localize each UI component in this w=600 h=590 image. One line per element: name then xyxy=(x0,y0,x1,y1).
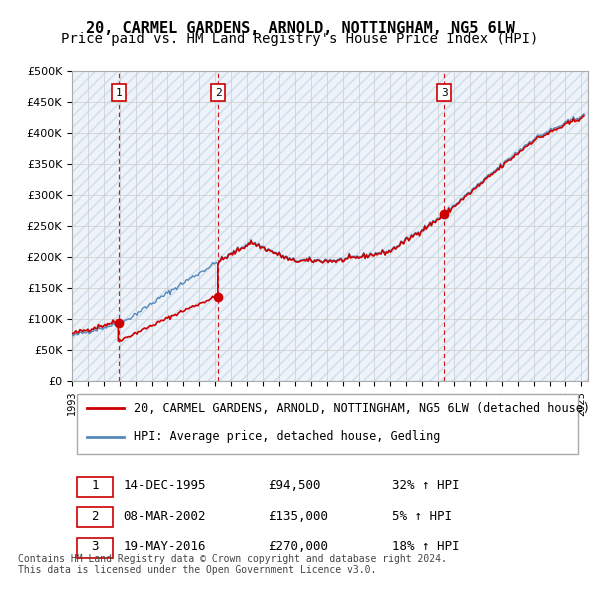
Text: 20, CARMEL GARDENS, ARNOLD, NOTTINGHAM, NG5 6LW (detached house): 20, CARMEL GARDENS, ARNOLD, NOTTINGHAM, … xyxy=(134,402,590,415)
Text: 14-DEC-1995: 14-DEC-1995 xyxy=(124,479,206,492)
Text: £270,000: £270,000 xyxy=(268,540,328,553)
Text: 5% ↑ HPI: 5% ↑ HPI xyxy=(392,510,452,523)
Text: 32% ↑ HPI: 32% ↑ HPI xyxy=(392,479,460,492)
Text: 20, CARMEL GARDENS, ARNOLD, NOTTINGHAM, NG5 6LW: 20, CARMEL GARDENS, ARNOLD, NOTTINGHAM, … xyxy=(86,21,514,35)
Text: 18% ↑ HPI: 18% ↑ HPI xyxy=(392,540,460,553)
Text: Price paid vs. HM Land Registry's House Price Index (HPI): Price paid vs. HM Land Registry's House … xyxy=(61,32,539,47)
FancyBboxPatch shape xyxy=(77,394,578,454)
Text: 3: 3 xyxy=(91,540,99,553)
Text: Contains HM Land Registry data © Crown copyright and database right 2024.
This d: Contains HM Land Registry data © Crown c… xyxy=(18,553,447,575)
Text: £94,500: £94,500 xyxy=(268,479,320,492)
Text: 1: 1 xyxy=(116,87,122,97)
FancyBboxPatch shape xyxy=(77,477,113,497)
Text: 2: 2 xyxy=(91,510,99,523)
FancyBboxPatch shape xyxy=(77,537,113,558)
Text: 2: 2 xyxy=(215,87,221,97)
Text: HPI: Average price, detached house, Gedling: HPI: Average price, detached house, Gedl… xyxy=(134,430,440,443)
Text: 08-MAR-2002: 08-MAR-2002 xyxy=(124,510,206,523)
Text: 3: 3 xyxy=(441,87,448,97)
Text: £135,000: £135,000 xyxy=(268,510,328,523)
Text: 19-MAY-2016: 19-MAY-2016 xyxy=(124,540,206,553)
Text: 1: 1 xyxy=(91,479,99,492)
FancyBboxPatch shape xyxy=(77,507,113,527)
